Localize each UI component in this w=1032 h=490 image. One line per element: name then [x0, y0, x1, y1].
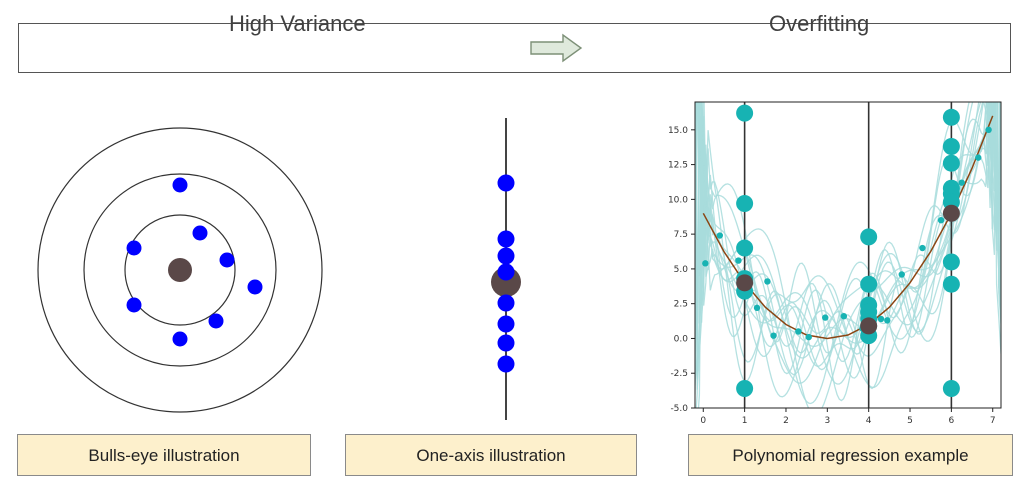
polynomial-regression-chart: 0 1 2 3 4 5 6 7 -5.0 -2.5 0.0 2.5 5.0 7.5 10.0 12.5 15.0	[668, 101, 1002, 426]
training-point	[822, 314, 829, 321]
overfitting-label: Overfitting	[769, 11, 870, 36]
x-tick-label: 4	[866, 416, 872, 426]
sample-point	[497, 294, 515, 312]
header-banner	[18, 23, 1011, 73]
fit-curve	[695, 102, 1001, 402]
one-axis-caption: One-axis illustration	[345, 434, 637, 476]
x-tick-label: 5	[907, 416, 913, 426]
x-tick-label: 1	[742, 416, 748, 426]
inner-ring	[124, 214, 236, 326]
x-tick-label: 2	[783, 416, 789, 426]
x-tick-label: 3	[824, 416, 830, 426]
sample-point	[208, 313, 224, 329]
sample-point	[497, 174, 515, 192]
prediction-point	[942, 154, 960, 172]
prediction-point	[736, 195, 754, 213]
prediction-point	[942, 138, 960, 156]
right-arrow-icon	[530, 33, 583, 63]
training-point	[975, 154, 982, 161]
sample-point	[172, 177, 188, 193]
x-tick-label: 6	[949, 416, 955, 426]
fit-curve	[695, 102, 999, 374]
fit-curve	[700, 102, 1001, 385]
training-point	[702, 260, 709, 267]
sample-point	[126, 297, 142, 313]
y-tick-label: 15.0	[668, 126, 688, 136]
sample-point	[172, 331, 188, 347]
fit-curve	[701, 102, 999, 357]
training-point	[919, 244, 926, 252]
prediction-point	[942, 253, 960, 271]
sample-point	[126, 240, 142, 256]
training-point	[937, 217, 945, 224]
training-point	[735, 257, 742, 264]
polynomial-caption: Polynomial regression example	[688, 434, 1013, 476]
y-tick-label: 12.5	[668, 161, 688, 171]
training-point	[898, 271, 905, 278]
prediction-point	[942, 380, 960, 398]
sample-point	[219, 252, 235, 268]
sample-point	[497, 315, 515, 333]
sample-point	[497, 263, 515, 281]
y-tick-label: 2.5	[674, 300, 688, 310]
bullseye-diagram	[37, 127, 323, 413]
training-point	[770, 332, 777, 339]
plot-frame	[694, 101, 1002, 409]
prediction-point	[736, 380, 754, 398]
x-tick-label: 0	[700, 416, 706, 426]
prediction-point	[860, 228, 878, 246]
fit-curve	[697, 102, 1001, 375]
bullseye-center	[168, 258, 192, 282]
sample-point	[497, 355, 515, 373]
mean-prediction-point	[736, 274, 754, 292]
sample-point	[247, 279, 263, 295]
y-tick-label: 10.0	[668, 195, 688, 205]
training-point	[753, 304, 761, 312]
training-point	[764, 278, 771, 285]
y-tick-label: 5.0	[674, 265, 689, 275]
middle-ring	[83, 173, 277, 367]
prediction-point	[736, 104, 754, 122]
training-point	[877, 315, 885, 323]
sample-point	[497, 334, 515, 352]
training-point	[716, 232, 724, 239]
prediction-point	[942, 275, 960, 293]
prediction-point	[942, 108, 960, 126]
sample-point	[497, 247, 515, 265]
prediction-point	[860, 275, 878, 293]
outer-ring	[37, 127, 323, 413]
training-point	[840, 313, 848, 320]
x-tick-label: 7	[990, 416, 996, 426]
one-axis-diagram	[491, 118, 521, 420]
y-tick-label: -5.0	[670, 404, 688, 414]
training-point	[884, 317, 891, 324]
mean-prediction-point	[942, 204, 960, 222]
mean-prediction-point	[860, 317, 878, 335]
y-tick-label: 7.5	[674, 230, 688, 240]
training-point	[958, 179, 965, 186]
y-tick-label: 0.0	[674, 334, 689, 344]
high-variance-label: High Variance	[229, 11, 366, 36]
bullseye-caption: Bulls-eye illustration	[17, 434, 311, 476]
sample-point	[192, 225, 208, 241]
prediction-point	[736, 239, 754, 257]
y-tick-label: -2.5	[670, 369, 688, 379]
sample-point	[497, 230, 515, 248]
training-point	[805, 333, 812, 341]
training-point	[985, 126, 992, 134]
training-point	[795, 328, 802, 335]
